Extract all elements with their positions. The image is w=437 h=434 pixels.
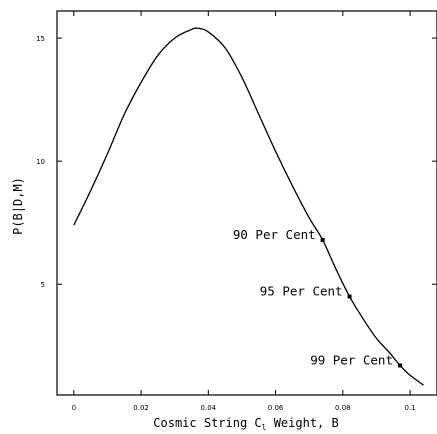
percentile-marker — [320, 237, 325, 242]
percentile-marker — [398, 363, 403, 368]
x-tick-label: 0.06 — [268, 404, 284, 412]
y-tick-label: 15 — [36, 35, 45, 43]
y-tick-label: 10 — [36, 158, 45, 166]
percentile-label: 95 Per Cent — [260, 284, 343, 299]
y-tick-label: 5 — [41, 281, 45, 289]
percentile-label: 99 Per Cent — [310, 352, 393, 367]
x-tick-label: 0.08 — [335, 404, 351, 412]
x-axis-title-part-1: Cosmic String C — [153, 416, 261, 430]
x-axis-title-part-2: Weight, B — [266, 416, 338, 430]
y-axis-title: P(B|D,M) — [11, 177, 25, 235]
x-tick-label: 0.04 — [201, 404, 217, 412]
x-tick-label: 0 — [72, 404, 76, 412]
series-layer — [73, 27, 424, 386]
posterior-curve — [73, 27, 424, 386]
y-axis-ticks: 5 10 15 — [36, 35, 437, 289]
x-tick-label: 0.1 — [405, 404, 416, 412]
plot-frame — [56, 10, 437, 396]
percentile-marker — [347, 294, 352, 299]
x-axis-title-subscript: l — [262, 423, 267, 432]
x-tick-label: 0.02 — [133, 404, 149, 412]
percentile-label: 90 Per Cent — [233, 227, 316, 242]
x-axis-title: Cosmic String Cl Weight, B — [153, 416, 338, 432]
annotation-layer: 90 Per Cent 95 Per Cent 99 Per Cent — [233, 227, 403, 368]
x-axis-ticks: 0 0.02 0.04 0.06 0.08 0.1 — [72, 11, 416, 412]
